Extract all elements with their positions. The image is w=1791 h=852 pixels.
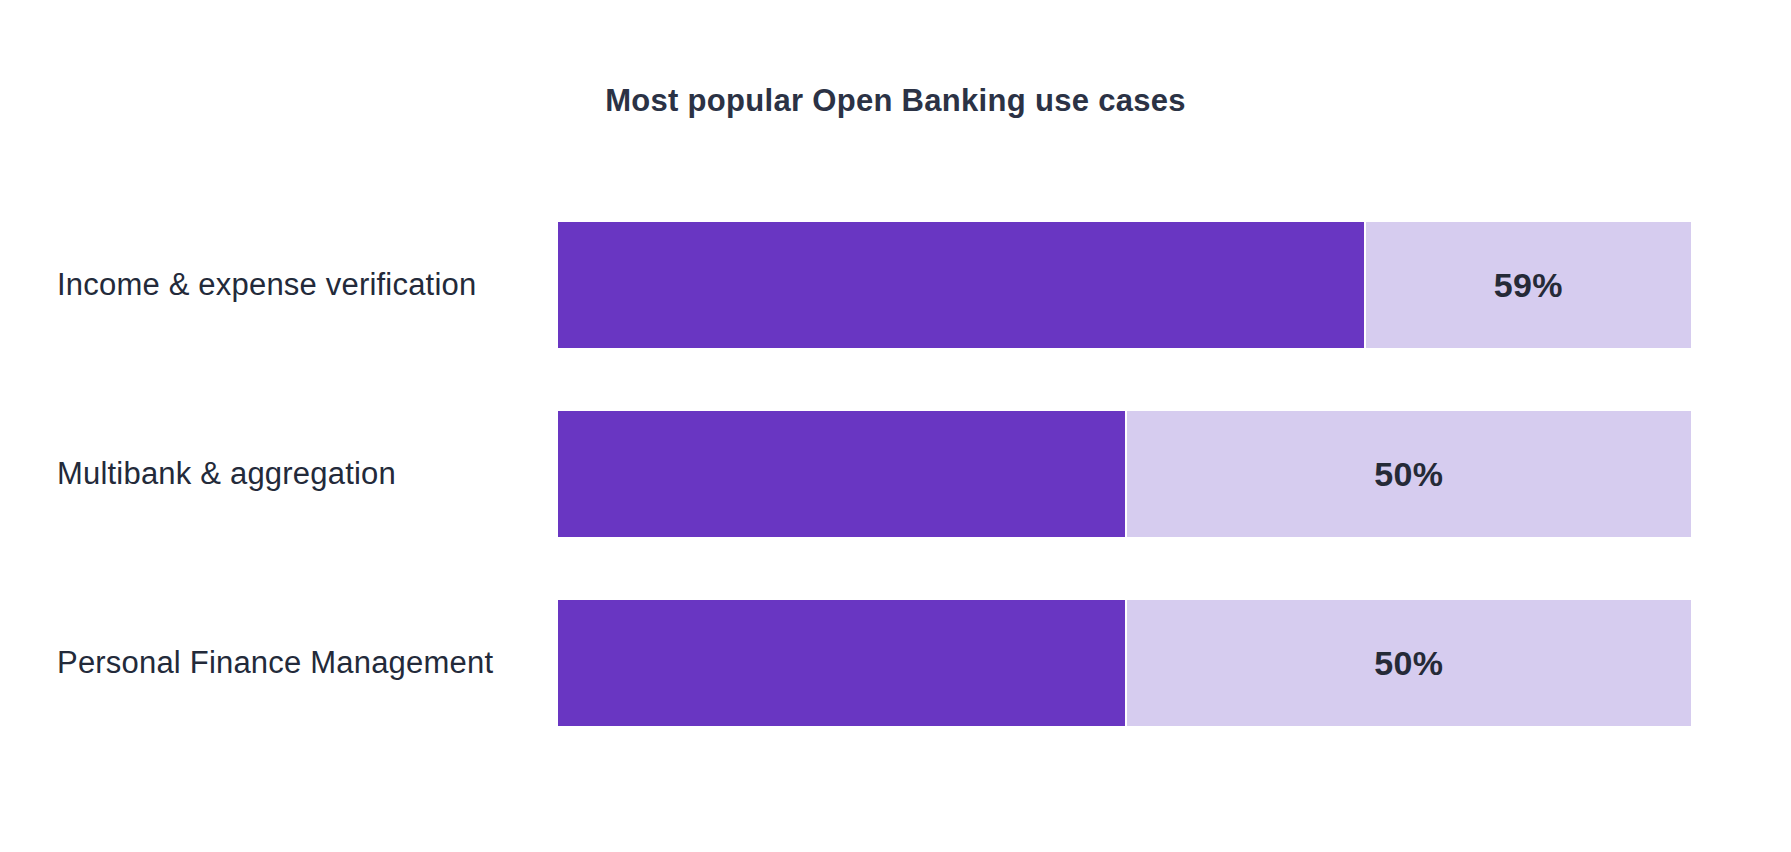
chart-row: Multibank & aggregation 50% [0,411,1791,537]
bar-track: 50% [558,600,1691,726]
chart-row: Personal Finance Management 50% [0,600,1791,726]
bar-fill-segment [558,600,1125,726]
bar-remainder-segment: 50% [1127,411,1692,537]
bar-fill-segment [558,222,1364,348]
bar-remainder-segment: 50% [1127,600,1692,726]
category-label: Personal Finance Management [57,645,493,681]
value-label: 59% [1494,266,1563,305]
category-label: Income & expense verification [57,267,476,303]
chart-row: Income & expense verification 59% [0,222,1791,348]
value-label: 50% [1374,455,1443,494]
bar-fill-segment [558,411,1125,537]
value-label: 50% [1374,644,1443,683]
bar-track: 50% [558,411,1691,537]
bar-track: 59% [558,222,1691,348]
category-label: Multibank & aggregation [57,456,396,492]
chart-title: Most popular Open Banking use cases [0,83,1791,119]
chart-rows: Income & expense verification 59% Multib… [0,222,1791,789]
bar-remainder-segment: 59% [1366,222,1691,348]
